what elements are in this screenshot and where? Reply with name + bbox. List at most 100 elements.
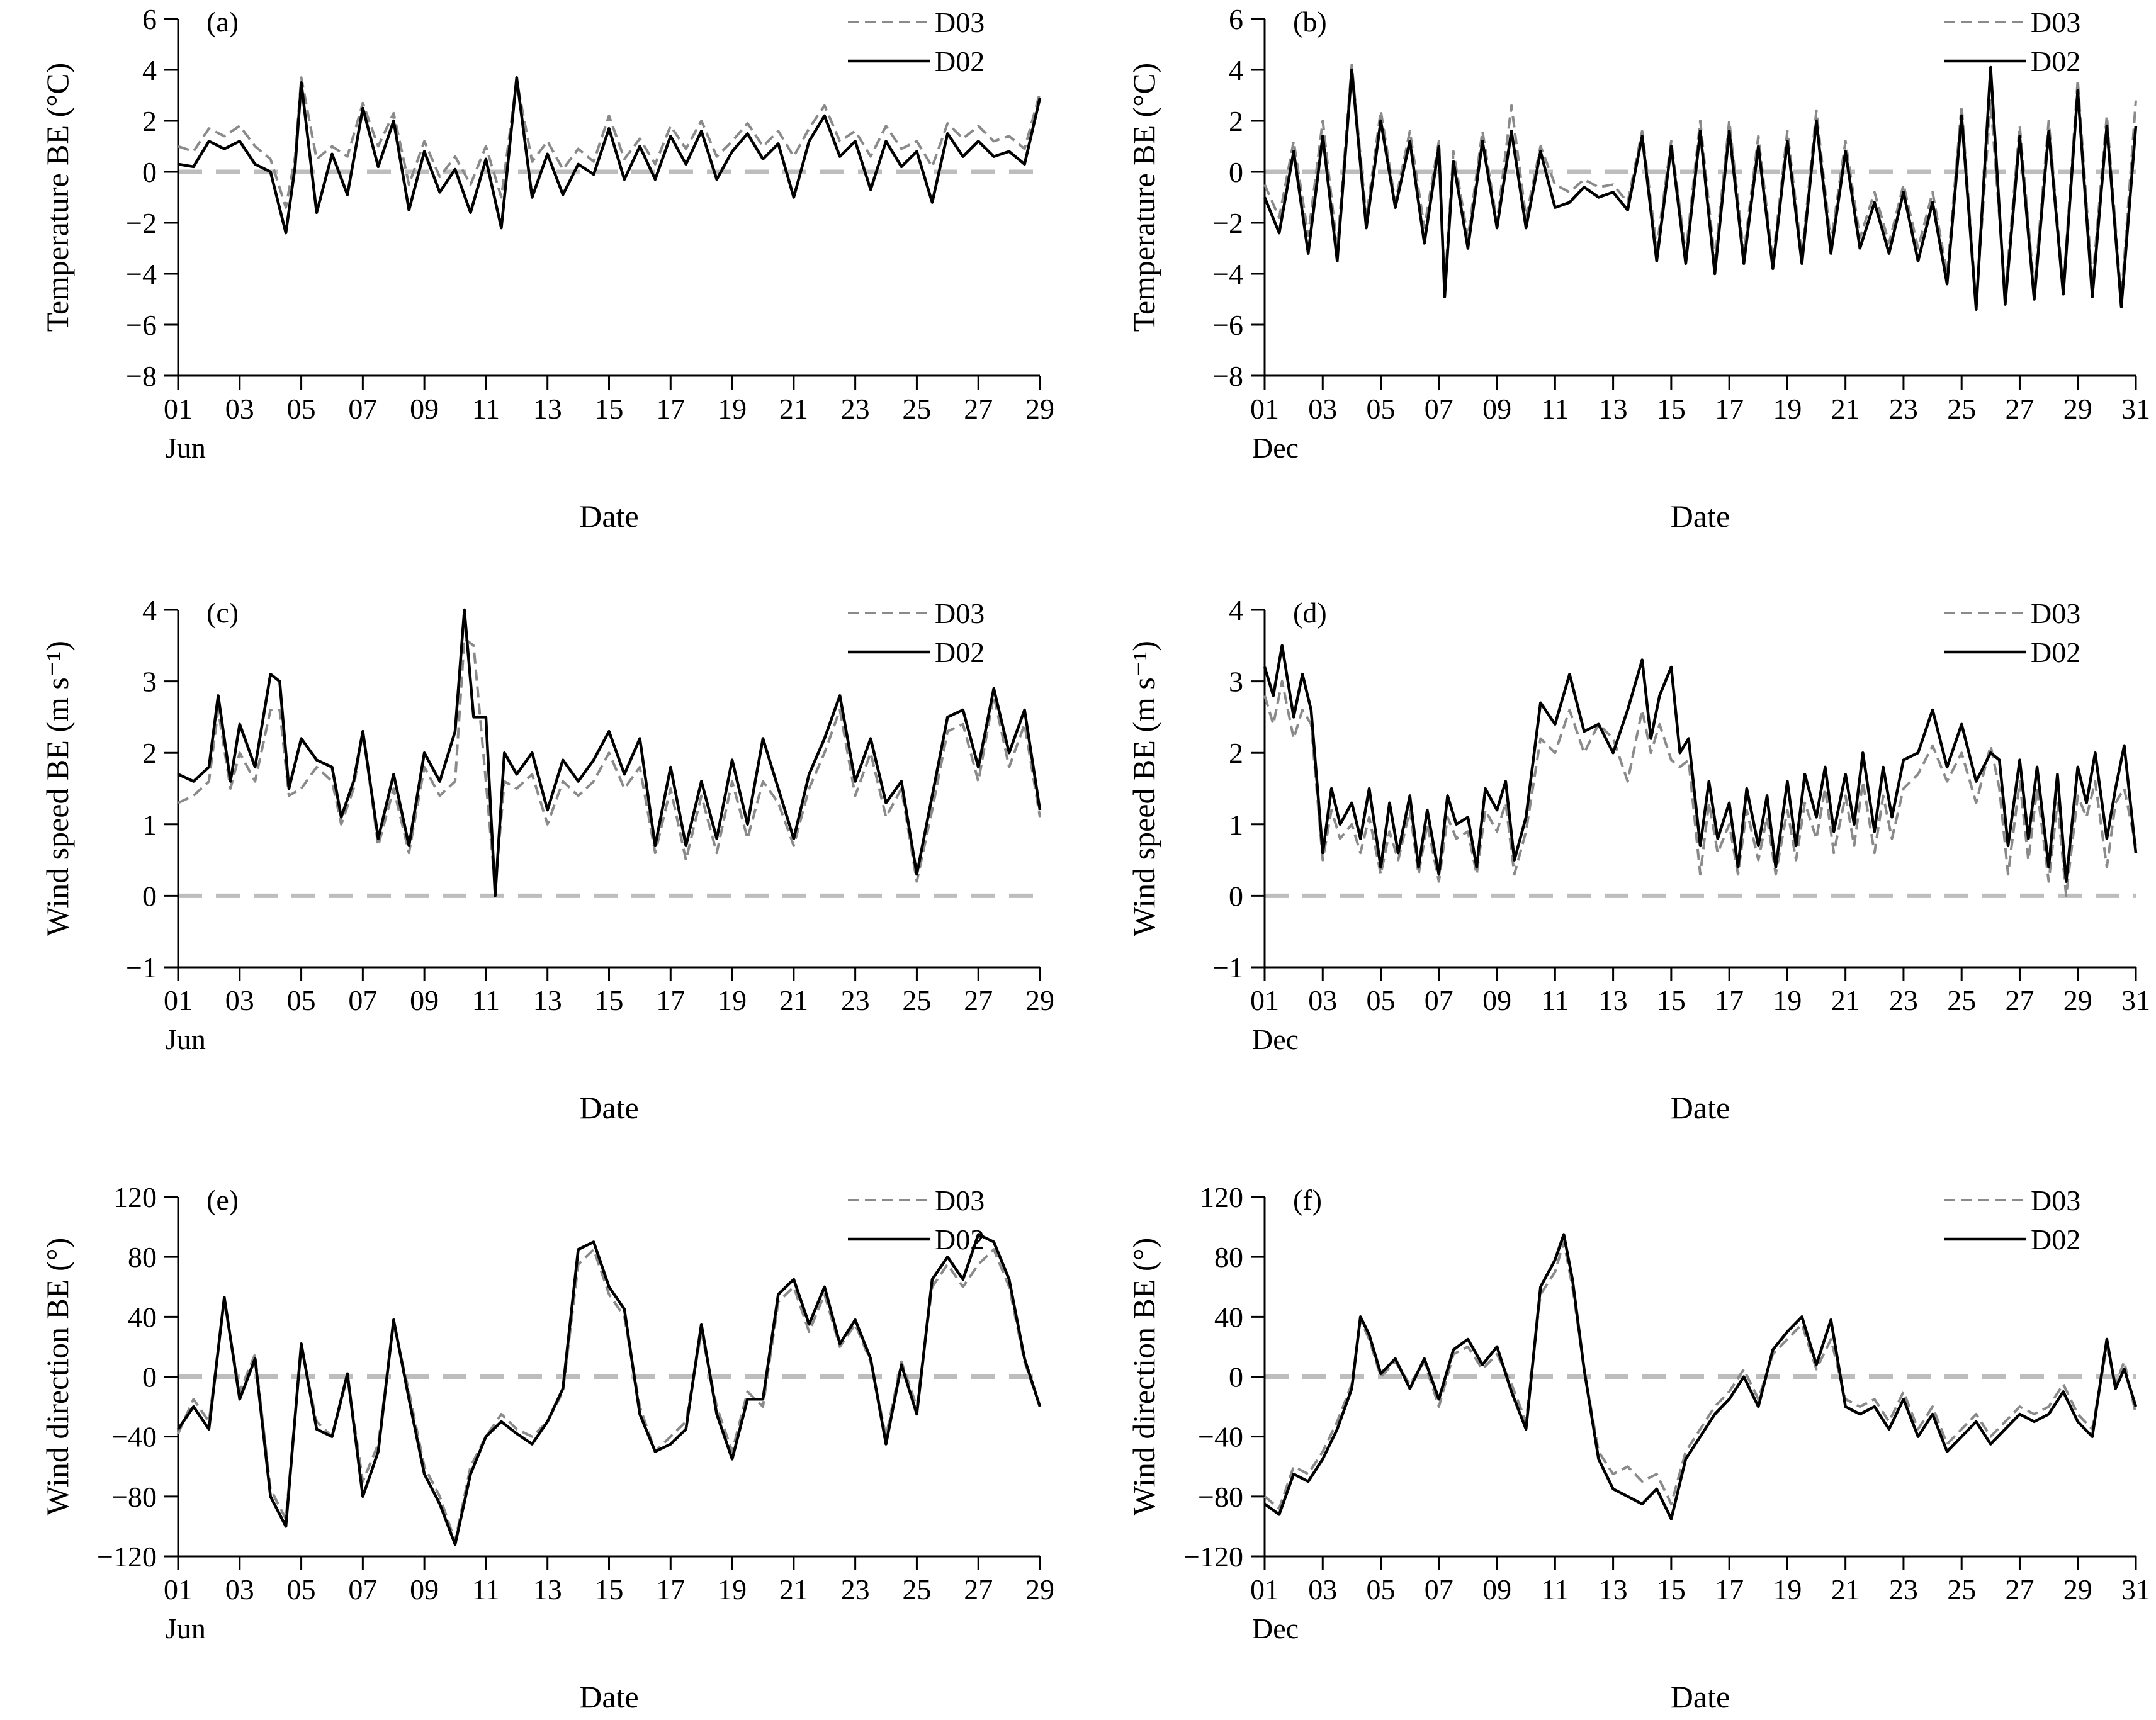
x-tick-label: 01 <box>164 393 193 425</box>
x-tick-label: 19 <box>718 1573 747 1605</box>
x-tick-label: 05 <box>287 984 316 1016</box>
month-label: Dec <box>1252 1023 1299 1055</box>
x-tick-label: 23 <box>841 1573 870 1605</box>
x-tick-label: 07 <box>348 393 377 425</box>
x-tick-label: 11 <box>472 1573 500 1605</box>
y-tick-label: −80 <box>111 1481 157 1513</box>
x-tick-label: 15 <box>595 1573 624 1605</box>
x-tick-label: 13 <box>1599 1573 1628 1605</box>
panel-a: 6 4 2 0 −2 −4 −6 −801 03 05 07 09 11 13 15 17 19 21 23 25 27… <box>40 3 1054 534</box>
y-tick-label: 0 <box>1229 1361 1243 1393</box>
y-tick-label: −40 <box>1198 1421 1243 1453</box>
y-tick-label: 80 <box>128 1241 157 1273</box>
x-tick-label: 07 <box>348 984 377 1016</box>
x-tick-label: 23 <box>1889 984 1918 1016</box>
x-tick-label: 19 <box>1773 984 1802 1016</box>
x-tick-label: 11 <box>472 393 500 425</box>
x-tick-label: 19 <box>1773 393 1802 425</box>
x-tick-label: 27 <box>2005 1573 2034 1605</box>
month-label: Jun <box>166 1023 206 1055</box>
x-tick-label: 11 <box>1541 1573 1569 1605</box>
x-tick-label: 03 <box>1308 1573 1337 1605</box>
x-tick-label: 07 <box>1425 393 1453 425</box>
x-axis-title: Date <box>579 1679 638 1714</box>
x-tick-label: 25 <box>902 1573 931 1605</box>
x-tick-label: 13 <box>533 393 562 425</box>
series-line-d03 <box>178 76 1041 209</box>
y-tick-label: 0 <box>142 156 157 188</box>
x-tick-label: 13 <box>1599 984 1628 1016</box>
x-tick-label: 21 <box>779 984 808 1016</box>
series-line-d02 <box>1263 644 2138 883</box>
legend-label-d02: D02 <box>2031 1223 2080 1256</box>
panel-label: (f) <box>1293 1184 1322 1216</box>
x-tick-label: 03 <box>225 984 254 1016</box>
series-line-d03 <box>178 637 1041 890</box>
panel-label: (c) <box>206 597 239 629</box>
x-tick-label: 29 <box>1025 1573 1054 1605</box>
legend-label-d03: D03 <box>935 6 985 38</box>
series-line-d02 <box>1263 65 2138 311</box>
x-tick-label: 23 <box>841 393 870 425</box>
x-tick-label: 25 <box>1947 984 1976 1016</box>
x-tick-label: 03 <box>1308 393 1337 425</box>
y-tick-label: −1 <box>126 952 157 984</box>
x-tick-label: 13 <box>533 984 562 1016</box>
y-tick-label: 2 <box>142 737 157 769</box>
x-tick-label: 17 <box>656 393 685 425</box>
y-tick-label: −40 <box>111 1421 157 1453</box>
x-tick-label: 23 <box>841 984 870 1016</box>
x-tick-label: 29 <box>1025 984 1054 1016</box>
x-tick-label: 25 <box>1947 1573 1976 1605</box>
x-tick-label: 07 <box>348 1573 377 1605</box>
x-tick-label: 17 <box>1715 393 1744 425</box>
panel-b: 6 4 2 0 −2 −4 −6 −801 03 05 07 09 11 13 15 17 19 21 23 25 27… <box>1126 3 2150 534</box>
series-line-d02 <box>177 1233 1042 1546</box>
y-tick-label: 4 <box>142 594 157 626</box>
y-tick-label: 0 <box>142 880 157 912</box>
x-axis-title: Date <box>579 498 638 534</box>
panel-label: (e) <box>206 1184 239 1216</box>
legend-label-d03: D03 <box>935 1184 985 1217</box>
y-tick-label: −1 <box>1212 952 1243 984</box>
x-tick-label: 09 <box>410 1573 439 1605</box>
x-axis-title: Date <box>1671 1679 1730 1714</box>
y-tick-label: 3 <box>1229 666 1243 698</box>
series-line-d03 <box>1263 1240 2137 1510</box>
x-tick-label: 11 <box>472 984 500 1016</box>
legend-label-d03: D03 <box>2031 6 2080 38</box>
y-tick-label: 120 <box>113 1181 157 1213</box>
month-label: Dec <box>1252 1612 1299 1644</box>
x-tick-label: 21 <box>779 393 808 425</box>
x-tick-label: 31 <box>2121 393 2150 425</box>
y-tick-label: −4 <box>1212 258 1243 290</box>
x-tick-label: 27 <box>964 393 993 425</box>
x-tick-label: 09 <box>1482 393 1511 425</box>
panel-label: (d) <box>1293 597 1327 629</box>
x-tick-label: 23 <box>1889 1573 1918 1605</box>
y-tick-label: −6 <box>1212 309 1243 341</box>
legend-label-d03: D03 <box>2031 1184 2080 1217</box>
x-tick-label: 09 <box>1482 984 1511 1016</box>
x-tick-label: 27 <box>2005 393 2034 425</box>
panel-label: (b) <box>1293 6 1327 38</box>
y-tick-label: 2 <box>1229 105 1243 137</box>
y-tick-label: 4 <box>1229 594 1243 626</box>
y-tick-label: 120 <box>1200 1181 1243 1213</box>
x-tick-label: 03 <box>1308 984 1337 1016</box>
x-axis-title: Date <box>579 1090 638 1125</box>
x-tick-label: 19 <box>718 984 747 1016</box>
x-tick-label: 21 <box>1831 1573 1860 1605</box>
x-tick-label: 01 <box>1250 393 1279 425</box>
legend-label-d02: D02 <box>935 45 985 77</box>
x-tick-label: 09 <box>1482 1573 1511 1605</box>
y-axis-title: Wind speed BE (m s⁻¹) <box>1126 641 1161 936</box>
x-tick-label: 11 <box>1541 393 1569 425</box>
y-tick-label: −2 <box>1212 207 1243 239</box>
x-tick-label: 21 <box>1831 984 1860 1016</box>
x-tick-label: 01 <box>164 984 193 1016</box>
legend-label-d02: D02 <box>935 636 985 668</box>
x-tick-label: 01 <box>1250 984 1279 1016</box>
y-tick-label: 1 <box>142 809 157 841</box>
